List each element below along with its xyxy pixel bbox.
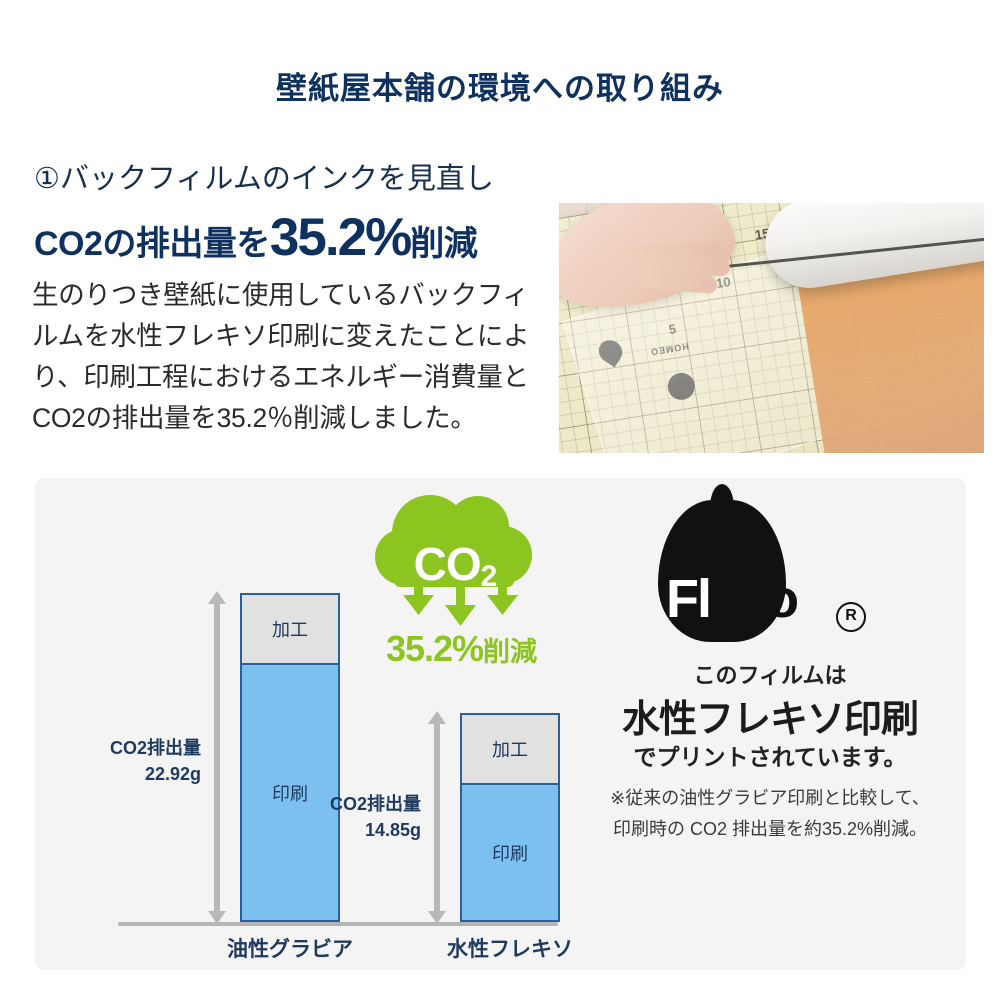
cloud-reduction-value: 35.2%: [385, 628, 484, 669]
headline-value: 35.2%: [269, 208, 412, 267]
section-lead-text: ①バックフィルムのインクを見直し: [34, 163, 494, 195]
cloud-reduction-label: 35.2%削減: [364, 628, 559, 670]
flexo-text-line3: でプリントされています。: [633, 744, 907, 770]
arrow-head-down-2: [428, 911, 446, 924]
arrow-shaft-2: [434, 722, 440, 913]
flexo-text-line2: 水性フレキソ印刷: [621, 699, 919, 741]
cloud-reduction-suffix: 削減: [483, 637, 538, 667]
headline-co2-reduction: CO2の排出量を 35.2% 削減: [34, 207, 554, 268]
bar-2-metric-name: CO2排出量: [329, 794, 421, 814]
bar-segment-insatsu-2: 印刷: [462, 785, 558, 920]
flexo-wordmark: Flexo: [666, 572, 856, 626]
arrow-head-down-1: [208, 911, 226, 924]
chart-baseline: [118, 922, 558, 926]
arrow-head-up-1: [208, 591, 226, 604]
flexo-wordmark-part1: Fl: [666, 569, 712, 629]
arrow-shaft-1: [214, 602, 220, 913]
bar-2-value-label: CO2排出量 14.85g: [303, 791, 421, 843]
flexo-text-line1: このフィルムは: [693, 663, 847, 688]
wallpaper-film-photo: 0 5 10 15 HOMEO: [559, 203, 984, 453]
flexo-footnote: ※従来の油性グラビア印刷と比較して、 印刷時の CO2 排出量を約35.2%削減…: [600, 783, 940, 845]
flexo-footnote-line2: 印刷時の CO2 排出量を約35.2%削減。: [612, 819, 928, 839]
cloud-icon: [375, 495, 532, 626]
bar-water-flexo: 加工 印刷: [460, 713, 560, 922]
bar-1-metric-name: CO2排出量: [109, 738, 201, 758]
bar-segment-kakou-2: 加工: [462, 715, 558, 785]
arrow-head-up-2: [428, 711, 446, 724]
bar-oil-gravure: 加工 印刷: [240, 593, 340, 922]
page-title: 壁紙屋本舗の環境への取り組み: [276, 71, 724, 106]
registered-trademark-icon: R: [836, 602, 866, 632]
flexo-logo: Flexo R: [640, 498, 870, 648]
bar-2-measure-arrow: [428, 711, 446, 924]
droplet-icon: [658, 500, 786, 642]
flexo-wordmark-part2: exo: [710, 569, 799, 629]
x-label-water-flexo: 水性フレキソ: [447, 938, 573, 961]
bar-segment-kakou-1: 加工: [242, 595, 338, 665]
co2-cloud-graphic: CO2 35.2%削減: [370, 495, 560, 675]
bar-segment-insatsu-1: 印刷: [242, 665, 338, 920]
headline-suffix: 削減: [410, 225, 478, 263]
flexo-footnote-line1: ※従来の油性グラビア印刷と比較して、: [610, 788, 930, 808]
headline-prefix: CO2の排出量を: [34, 225, 270, 263]
co2-bar-chart: 加工 印刷 CO2排出量 22.92g 油性グラビア 加工 印刷 CO2排出量 …: [35, 478, 595, 970]
bar-1-metric-value: 22.92g: [144, 764, 201, 784]
bar-2-metric-value: 14.85g: [364, 820, 421, 840]
body-paragraph: 生のりつき壁紙に使用しているバックフィルムを水性フレキソ印刷に変えたことにより、…: [32, 280, 530, 433]
flexo-brand-block: Flexo R このフィルムは 水性フレキソ印刷 でプリントされています。 ※従…: [600, 498, 940, 898]
bar-1-value-label: CO2排出量 22.92g: [83, 735, 201, 787]
bar-1-measure-arrow: [208, 591, 226, 924]
x-label-oil-gravure: 油性グラビア: [227, 938, 353, 961]
